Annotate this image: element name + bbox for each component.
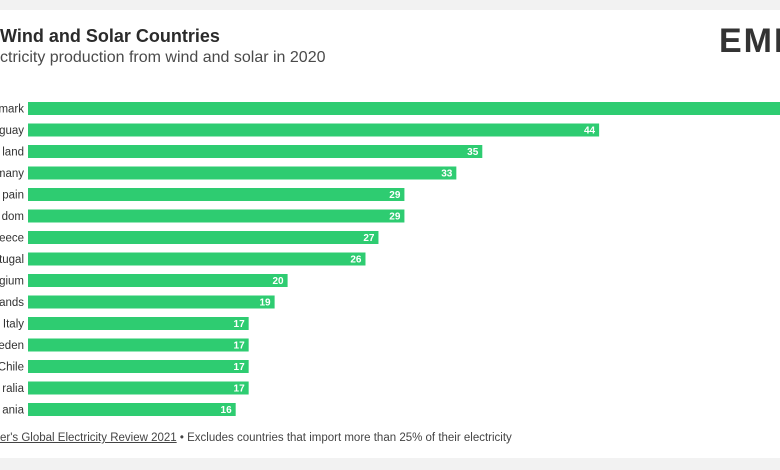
bar (28, 360, 249, 373)
bar (28, 123, 600, 137)
category-label: gium (0, 276, 24, 288)
category-label: dom (2, 211, 24, 223)
category-label: land (2, 147, 24, 159)
bar-value-label: 27 (363, 233, 375, 244)
bar-value-label: 17 (234, 341, 246, 352)
chart-card: Wind and Solar Countries ctricity produc… (0, 10, 780, 458)
category-label: ralia (2, 383, 24, 395)
bar-value-label: 20 (272, 276, 284, 287)
bar-chart: mark guay 44 land 35 many 33 pain 29 dom 29 eece 27 t… (0, 102, 780, 417)
category-label: ania (2, 405, 24, 417)
bar (28, 338, 249, 352)
category-label: Chile (0, 362, 24, 374)
bar-value-label: 17 (234, 362, 246, 373)
chart-title: Wind and Solar Countries (0, 26, 220, 46)
bar (28, 317, 249, 330)
bar-value-label: 29 (389, 190, 401, 201)
bar (28, 166, 457, 180)
bar (28, 209, 405, 223)
bar (28, 403, 236, 416)
bar-value-label: 17 (234, 384, 246, 395)
bar (28, 231, 379, 244)
category-label: mark (0, 104, 24, 116)
bar (28, 188, 405, 201)
brand-logo: EMB (719, 22, 780, 60)
category-label: eden (0, 340, 24, 352)
bar-value-label: 33 (441, 169, 453, 180)
bar-value-label: 26 (350, 255, 362, 266)
bar (28, 381, 249, 395)
bar-value-label: 35 (467, 147, 479, 158)
bar (28, 295, 275, 309)
bar-value-label: 16 (221, 405, 233, 416)
category-label: ands (0, 297, 24, 309)
source-link[interactable]: er's Global Electricity Review 2021 (0, 432, 177, 444)
bar (28, 145, 483, 158)
bar-value-label: 44 (584, 126, 596, 137)
bar-value-label: 19 (259, 298, 271, 309)
bar-value-label: 29 (389, 212, 401, 223)
category-label: pain (2, 190, 24, 202)
category-label: eece (0, 233, 24, 245)
bar (28, 274, 288, 287)
chart-subtitle: ctricity production from wind and solar … (0, 49, 326, 66)
bar (28, 102, 780, 115)
category-label: guay (0, 125, 24, 137)
category-label: many (0, 168, 24, 180)
bar (28, 252, 366, 266)
bar-value-label: 17 (234, 319, 246, 330)
category-label: Italy (3, 319, 24, 331)
source-note-text: • Excludes countries that import more th… (176, 432, 512, 444)
category-label: tugal (0, 254, 24, 266)
source-note: er's Global Electricity Review 2021 • Ex… (0, 432, 512, 444)
